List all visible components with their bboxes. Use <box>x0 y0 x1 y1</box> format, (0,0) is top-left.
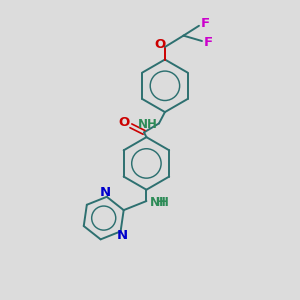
Text: NH: NH <box>138 118 158 130</box>
Text: F: F <box>204 36 213 49</box>
Text: H: H <box>156 196 166 209</box>
Text: F: F <box>201 17 210 30</box>
Text: NH: NH <box>150 196 170 209</box>
Text: O: O <box>154 38 165 51</box>
Text: O: O <box>119 116 130 129</box>
Text: N: N <box>117 229 128 242</box>
Text: N: N <box>100 186 111 199</box>
